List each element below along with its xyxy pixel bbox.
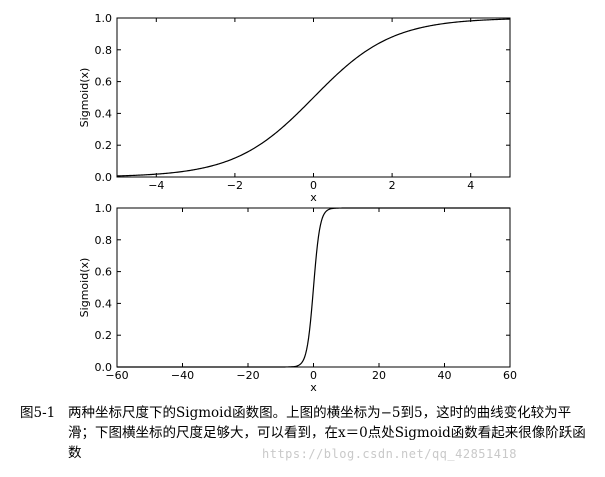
y-tick-label: 0.4 xyxy=(95,297,113,310)
sigmoid-curve xyxy=(116,18,511,177)
x-tick-label: −2 xyxy=(227,179,243,192)
x-tick-label: −60 xyxy=(105,369,128,382)
y-tick-label: 0.0 xyxy=(95,171,113,184)
figure-caption: 图5-1 两种坐标尺度下的Sigmoid函数图。上图的横坐标为−5到5，这时的曲… xyxy=(20,403,595,463)
x-tick-label: −20 xyxy=(236,369,259,382)
y-tick-label: 1.0 xyxy=(95,202,113,215)
x-tick-label: 2 xyxy=(389,179,396,192)
figure-number: 图5-1 xyxy=(20,405,56,421)
y-tick-label: 0.6 xyxy=(95,266,113,279)
x-tick-label: 0 xyxy=(310,369,317,382)
caption-text: 两种坐标尺度下的Sigmoid函数图。上图的横坐标为−5到5，这时的曲线变化较为… xyxy=(68,405,586,461)
x-tick-label: 4 xyxy=(467,179,474,192)
y-tick-label: 0.8 xyxy=(95,234,113,247)
x-axis-label: x xyxy=(310,381,317,394)
x-tick-label: 20 xyxy=(372,369,386,382)
x-tick-label: 0 xyxy=(310,179,317,192)
y-tick-label: 0.6 xyxy=(95,76,113,89)
y-tick-label: 1.0 xyxy=(95,12,113,25)
y-tick-label: 0.2 xyxy=(95,329,113,342)
y-tick-label: 0.0 xyxy=(95,361,113,374)
chart-panel-2: −60 −40 −20 0 20 40 60 0.0 0.2 0.4 0.6 0.8 1.0 x Sigmo… xyxy=(78,202,517,394)
x-axis-label: x xyxy=(310,191,317,204)
y-axis-label: Sigmoid(x) xyxy=(78,68,91,128)
y-axis-label: Sigmoid(x) xyxy=(78,258,91,318)
y-tick-label: 0.8 xyxy=(95,44,113,57)
sigmoid-figure: −4 −2 0 2 40.00.20.40.60.81.0xSigmoid(x)−60−… xyxy=(78,12,517,394)
x-tick-label: 60 xyxy=(503,369,517,382)
x-tick-label: −40 xyxy=(171,369,194,382)
y-tick-label: 0.4 xyxy=(95,107,113,120)
watermark: https://blog.csdn.net/qq_42851418 xyxy=(262,447,517,461)
x-tick-label: −4 xyxy=(148,179,164,192)
chart-panel-1: −4 −2 0 2 4 0.0 0.2 0.4 0.6 0.8 1.0 x Sigmoid(x) xyxy=(78,12,511,204)
y-tick-label: 0.2 xyxy=(95,139,113,152)
x-tick-label: 40 xyxy=(438,369,452,382)
